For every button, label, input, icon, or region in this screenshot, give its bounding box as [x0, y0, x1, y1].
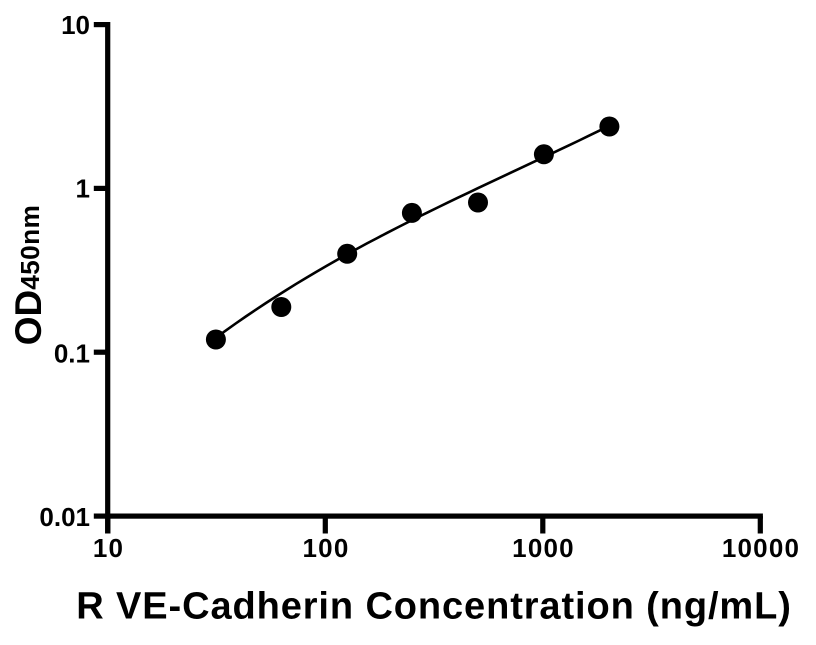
svg-text:1: 1 — [76, 174, 90, 204]
svg-text:10: 10 — [93, 533, 124, 563]
svg-text:0.1: 0.1 — [54, 339, 90, 369]
svg-text:R VE-Cadherin Concentration (n: R VE-Cadherin Concentration (ng/mL) — [76, 585, 792, 627]
svg-text:10000: 10000 — [722, 533, 800, 563]
svg-text:1000: 1000 — [512, 533, 575, 563]
svg-text:OD450nm: OD450nm — [8, 205, 49, 346]
svg-text:10: 10 — [61, 10, 90, 40]
svg-text:0.01: 0.01 — [39, 502, 90, 532]
svg-text:100: 100 — [303, 533, 350, 563]
